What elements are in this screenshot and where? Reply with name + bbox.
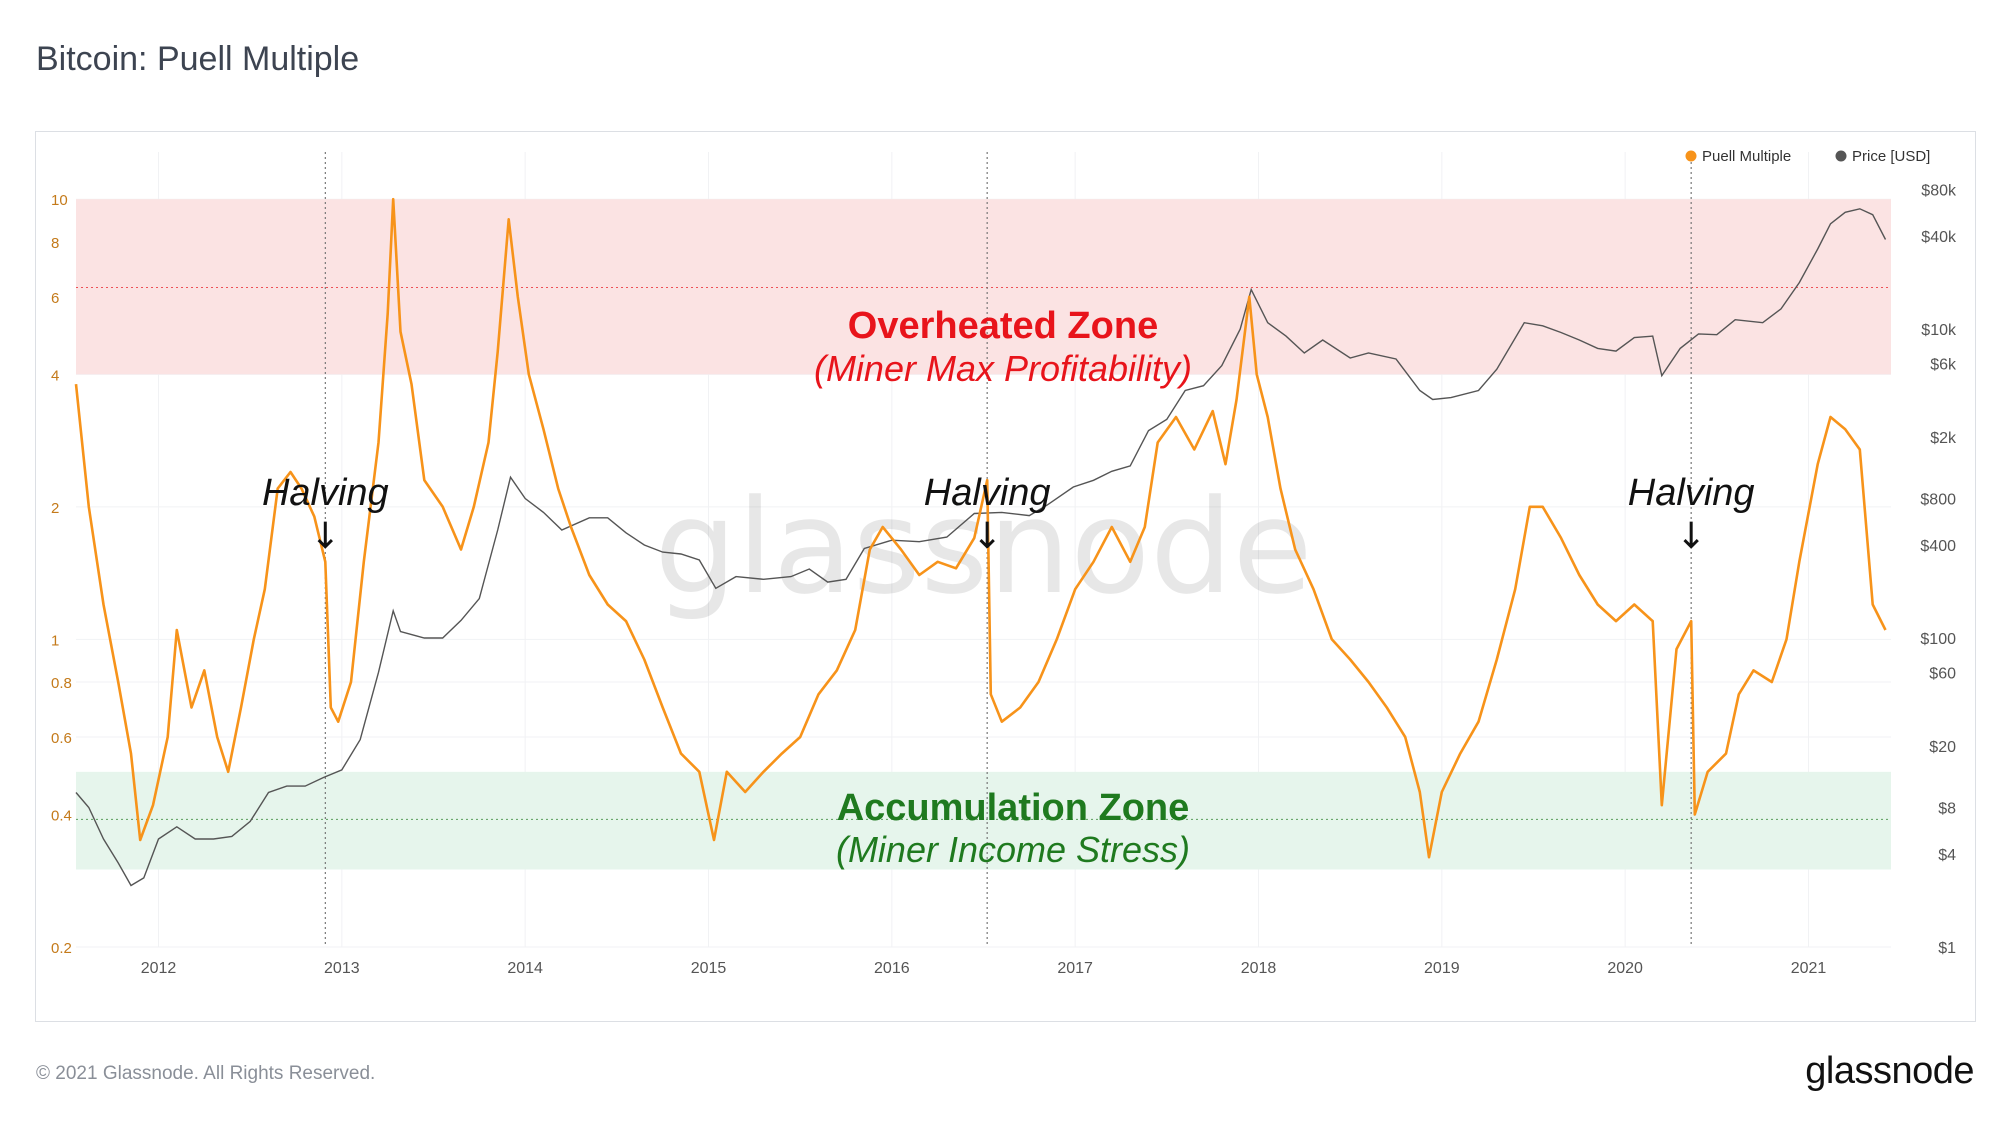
puell-multiple-chart[interactable]: 2012 2013 2014 2015 2016 2017 2018 2019 2020 2021…	[36, 132, 1975, 1021]
y-left-tick-label: 10	[51, 192, 68, 209]
accumulation-zone-label: Accumulation Zone	[837, 787, 1190, 829]
price-series-line	[75, 208, 1887, 887]
y-right-tick-label: $20	[1929, 739, 1956, 756]
overheated-zone-band	[76, 199, 1891, 375]
accumulation-zone-band	[76, 771, 1891, 870]
y-right-tick-label: $800	[1920, 492, 1956, 509]
y-left-tick-label: 4	[51, 367, 59, 384]
x-tick-label: 2019	[1424, 960, 1460, 977]
halving-label: Halving	[262, 472, 389, 514]
y-left-tick-label: 1	[51, 632, 59, 649]
y-right-tick-label: $400	[1920, 538, 1956, 555]
overheated-zone-label: Overheated Zone	[848, 305, 1158, 347]
puell-multiple-series-line	[74, 197, 1887, 859]
halving-arrow-icon: ↓	[1676, 516, 1706, 557]
y-left-tick-label: 0.8	[51, 675, 72, 692]
copyright-text: © 2021 Glassnode. All Rights Reserved.	[36, 1063, 376, 1084]
halving-label: Halving	[1628, 472, 1755, 514]
x-tick-label: 2012	[141, 960, 177, 977]
x-tick-label: 2014	[507, 960, 543, 977]
y-right-tick-label: $80k	[1921, 183, 1957, 200]
overheated-zone-sublabel: (Miner Max Profitability)	[814, 348, 1192, 389]
y-right-tick-label: $4	[1938, 847, 1956, 864]
chart-card: 2012 2013 2014 2015 2016 2017 2018 2019 2020 2021…	[35, 131, 1976, 1022]
x-tick-label: 2020	[1607, 960, 1643, 977]
y-right-tick-label: $40k	[1921, 229, 1957, 246]
y-right-tick-label: $8	[1938, 800, 1956, 817]
y-right-tick-label: $60	[1929, 665, 1956, 682]
page-title: Bitcoin: Puell Multiple	[36, 40, 360, 78]
y-left-tick-label: 8	[51, 235, 59, 252]
y-right-tick-label: $2k	[1930, 430, 1957, 447]
y-right-tick-label: $6k	[1930, 356, 1957, 373]
halving-arrow-icon: ↓	[310, 516, 340, 557]
x-tick-label: 2021	[1791, 960, 1827, 977]
glassnode-logo[interactable]: glassnode	[1805, 1050, 1974, 1092]
x-tick-label: 2015	[691, 960, 727, 977]
y-left-tick-label: 0.2	[51, 940, 72, 957]
y-left-tick-label: 0.6	[51, 730, 72, 747]
accumulation-zone-sublabel: (Miner Income Stress)	[836, 829, 1190, 870]
x-tick-label: 2018	[1241, 960, 1277, 977]
halving-arrow-icon: ↓	[972, 516, 1002, 557]
y-right-tick-label: $1	[1938, 940, 1956, 957]
y-left-tick-label: 0.4	[51, 808, 72, 825]
legend-label: Price [USD]	[1852, 148, 1930, 165]
halving-label: Halving	[924, 472, 1051, 514]
x-tick-label: 2017	[1057, 960, 1093, 977]
legend-marker	[1685, 150, 1697, 162]
x-tick-label: 2016	[874, 960, 910, 977]
x-tick-label: 2013	[324, 960, 360, 977]
legend-label: Puell Multiple	[1702, 148, 1791, 165]
y-left-tick-label: 6	[51, 290, 59, 307]
legend-marker	[1835, 150, 1847, 162]
y-right-tick-label: $10k	[1921, 322, 1957, 339]
y-left-tick-label: 2	[51, 500, 59, 517]
y-right-tick-label: $100	[1920, 631, 1956, 648]
